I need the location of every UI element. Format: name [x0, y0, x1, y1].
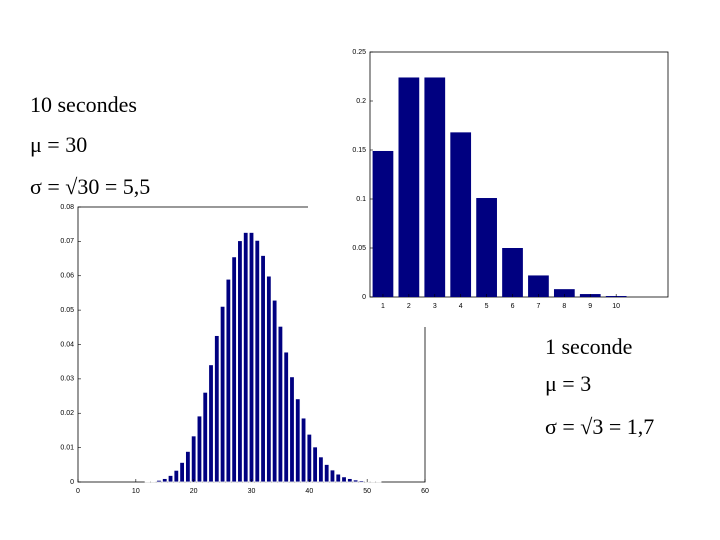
y-tick-label: 0.05: [60, 307, 74, 314]
bar: [528, 275, 549, 297]
bar: [502, 248, 523, 297]
x-tick-label: 7: [536, 303, 540, 310]
bar: [231, 256, 237, 483]
x-tick-label: 60: [421, 488, 429, 495]
x-tick-label: 5: [485, 303, 489, 310]
y-tick-label: 0.01: [60, 444, 74, 451]
y-tick-label: 0.15: [352, 147, 366, 154]
bar: [162, 478, 168, 483]
bar: [254, 239, 260, 483]
annotation: σ = √3 = 1,7: [545, 414, 654, 439]
bar: [424, 77, 446, 297]
bar: [150, 480, 156, 483]
annotation: 1 seconde: [545, 334, 632, 359]
x-tick-label: 8: [562, 303, 566, 310]
bar: [289, 376, 295, 483]
bar: [450, 132, 472, 297]
x-tick-label: 20: [190, 488, 198, 495]
bar: [341, 476, 347, 483]
x-tick-label: 50: [363, 488, 371, 495]
x-tick-label: 3: [433, 303, 437, 310]
y-tick-label: 0.25: [352, 49, 366, 56]
bar: [214, 335, 220, 483]
bar: [266, 275, 272, 483]
bar: [167, 475, 174, 483]
x-tick-label: 1: [381, 303, 385, 310]
x-tick-label: 4: [459, 303, 463, 310]
bar: [277, 325, 284, 483]
bar: [260, 255, 266, 483]
x-tick-label: 0: [76, 488, 80, 495]
bar: [335, 473, 341, 483]
bar: [196, 415, 203, 483]
bar: [329, 469, 336, 483]
y-tick-label: 0.06: [60, 273, 74, 280]
y-tick-label: 0.08: [60, 204, 74, 211]
bar: [179, 462, 185, 483]
bar: [476, 198, 497, 297]
y-tick-label: 0.04: [60, 341, 74, 348]
bar: [318, 456, 324, 483]
bar: [243, 232, 249, 483]
bar: [237, 240, 243, 483]
annotation: μ = 3: [545, 371, 591, 396]
x-tick-label: 30: [248, 488, 256, 495]
x-tick-label: 2: [407, 303, 411, 310]
bar: [202, 391, 208, 483]
bar: [352, 479, 359, 483]
bar: [300, 417, 307, 483]
bar: [347, 478, 353, 483]
annotation: 10 secondes: [30, 92, 137, 117]
annotation: μ = 30: [30, 132, 87, 157]
bar: [219, 305, 226, 483]
bar: [248, 232, 255, 483]
bar: [358, 480, 365, 483]
x-tick-label: 40: [305, 488, 313, 495]
y-tick-label: 0: [362, 294, 366, 301]
y-tick-label: 0: [70, 479, 74, 486]
bar: [225, 278, 232, 483]
bar: [185, 451, 191, 483]
y-tick-label: 0.07: [60, 238, 74, 245]
bar: [372, 150, 394, 297]
bar: [283, 351, 289, 483]
bar: [312, 446, 318, 483]
y-tick-label: 0.05: [352, 245, 366, 252]
bar: [553, 289, 575, 297]
bar: [271, 299, 278, 483]
x-tick-label: 10: [132, 488, 140, 495]
bar: [323, 464, 330, 483]
x-tick-label: 6: [511, 303, 515, 310]
bar: [208, 364, 214, 483]
bar: [306, 433, 313, 483]
bar: [398, 77, 420, 297]
y-tick-label: 0.2: [356, 98, 366, 105]
y-tick-label: 0.03: [60, 376, 74, 383]
bar: [156, 479, 162, 483]
x-tick-label: 10: [612, 303, 620, 310]
x-tick-label: 9: [588, 303, 592, 310]
bar: [173, 469, 180, 483]
bar: [295, 398, 301, 483]
annotation: σ = √30 = 5,5: [30, 174, 150, 199]
bar: [190, 435, 197, 483]
y-tick-label: 0.1: [356, 196, 366, 203]
y-tick-label: 0.02: [60, 410, 74, 417]
